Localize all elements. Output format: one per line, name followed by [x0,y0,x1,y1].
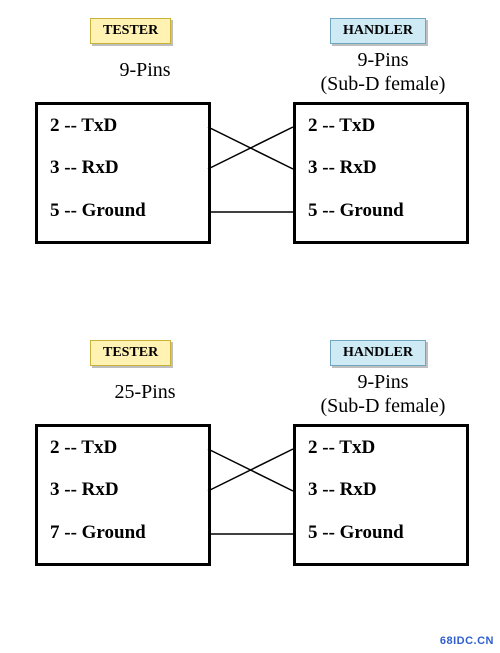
watermark-url: 68IDC.CN [386,635,494,647]
pin-label: 2 -- TxD [308,437,375,459]
handler-heading: 9-Pins (Sub-D female) [293,48,473,96]
pin-label: 5 -- Ground [50,200,146,222]
pin-label: 5 -- Ground [308,200,404,222]
watermark: 江苏鸿网互联 68IDC.CN [386,609,494,647]
tester-heading-text: 25-Pins [114,381,175,403]
handler-heading: 9-Pins (Sub-D female) [293,370,473,418]
tester-heading: 9-Pins [55,58,235,82]
handler-badge: HANDLER [330,18,426,44]
handler-heading-line2: (Sub-D female) [321,395,446,417]
tester-heading-text: 9-Pins [119,59,170,81]
pin-label: 3 -- RxD [50,157,119,179]
pin-label: 5 -- Ground [308,522,404,544]
pin-label: 3 -- RxD [50,479,119,501]
handler-badge: HANDLER [330,340,426,366]
tester-badge-text: TESTER [103,345,158,360]
tester-badge: TESTER [90,18,171,44]
pin-label: 7 -- Ground [50,522,146,544]
pin-label: 3 -- RxD [308,479,377,501]
watermark-cn: 江苏鸿网互联 [386,609,494,635]
diagram-stage: TESTER HANDLER 9-Pins 9-Pins (Sub-D fema… [0,0,500,653]
pin-label: 2 -- TxD [50,437,117,459]
pin-label: 2 -- TxD [50,115,117,137]
tester-badge-text: TESTER [103,23,158,38]
handler-heading-line1: 9-Pins [357,371,408,393]
handler-heading-line2: (Sub-D female) [321,73,446,95]
handler-badge-text: HANDLER [343,345,413,360]
tester-heading: 25-Pins [55,380,235,404]
handler-badge-text: HANDLER [343,23,413,38]
pin-label: 2 -- TxD [308,115,375,137]
tester-badge: TESTER [90,340,171,366]
pin-label: 3 -- RxD [308,157,377,179]
handler-heading-line1: 9-Pins [357,49,408,71]
